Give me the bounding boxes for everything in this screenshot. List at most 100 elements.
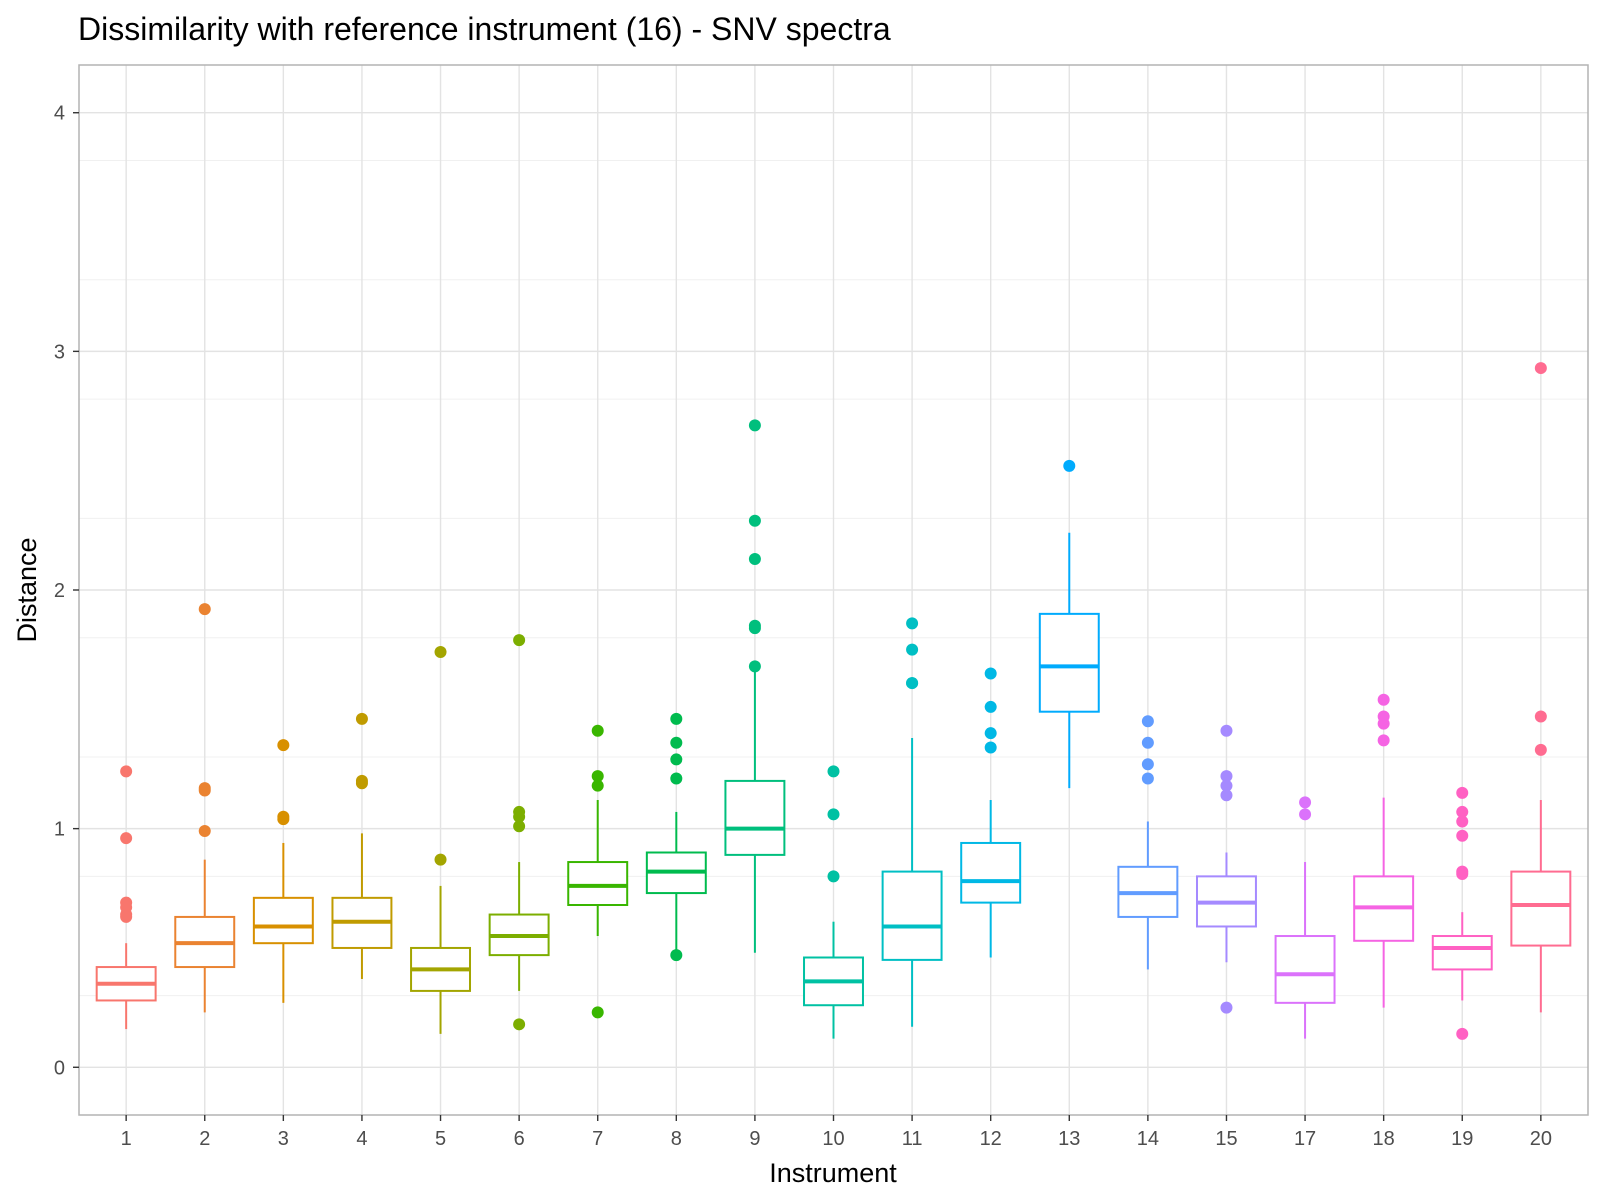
box-instrument-10 xyxy=(803,765,864,1039)
outlier-point xyxy=(1456,867,1469,880)
outlier-point xyxy=(355,712,368,725)
y-axis-ticks: 0 1 2 3 4 xyxy=(54,103,79,1079)
outlier-point xyxy=(1534,743,1547,756)
iqr-box xyxy=(960,841,1022,904)
x-tick-label: 19 xyxy=(1451,1128,1473,1150)
outlier-point xyxy=(277,813,290,826)
iqr-box xyxy=(1431,935,1493,971)
outlier-point xyxy=(670,772,683,785)
y-tick-label: 1 xyxy=(54,819,65,841)
outlier-point xyxy=(906,643,919,656)
x-tick-label: 3 xyxy=(278,1128,289,1150)
box-instrument-1 xyxy=(95,765,157,1030)
x-tick-label: 18 xyxy=(1373,1128,1395,1150)
outlier-point xyxy=(670,949,683,962)
outlier-point xyxy=(827,870,840,883)
box-instrument-20 xyxy=(1510,362,1572,1013)
outlier-point xyxy=(1377,693,1390,706)
outlier-point xyxy=(1220,789,1233,802)
outlier-point xyxy=(906,677,919,690)
outlier-point xyxy=(1534,362,1547,375)
y-tick-label: 0 xyxy=(54,1057,65,1079)
outlier-point xyxy=(1456,829,1469,842)
outlier-point xyxy=(1534,710,1547,723)
outlier-point xyxy=(1220,724,1233,737)
box-instrument-7 xyxy=(567,724,629,1019)
outlier-point xyxy=(1456,815,1469,828)
box-instrument-2 xyxy=(174,603,236,1013)
outlier-point xyxy=(984,741,997,754)
outlier-point xyxy=(1377,734,1390,747)
x-tick-label: 11 xyxy=(902,1128,923,1150)
box-instrument-11 xyxy=(881,617,943,1027)
x-axis-title: Instrument xyxy=(769,1158,897,1188)
x-tick-label: 8 xyxy=(671,1128,682,1150)
x-tick-label: 13 xyxy=(1058,1128,1080,1150)
outlier-point xyxy=(748,419,761,432)
x-axis-ticks: 1 2 3 4 5 6 7 8 9 10 11 12 13 14 15 17 18 19 20 xyxy=(121,1115,1552,1150)
outlier-point xyxy=(198,825,211,838)
box-instrument-4 xyxy=(331,712,393,979)
outlier-point xyxy=(984,727,997,740)
outlier-point xyxy=(434,853,447,866)
outlier-point xyxy=(120,832,133,845)
outlier-point xyxy=(198,784,211,797)
box-instrument-8 xyxy=(645,712,707,962)
x-tick-label: 14 xyxy=(1137,1128,1159,1150)
box-instrument-5 xyxy=(410,646,472,1034)
outlier-point xyxy=(1141,772,1154,785)
outlier-point xyxy=(1063,459,1076,472)
outlier-point xyxy=(1220,779,1233,792)
outlier-point xyxy=(277,739,290,752)
x-tick-label: 17 xyxy=(1294,1128,1316,1150)
x-tick-label: 12 xyxy=(980,1128,1002,1150)
outlier-point xyxy=(906,617,919,630)
outlier-point xyxy=(748,552,761,565)
x-tick-label: 5 xyxy=(435,1128,446,1150)
x-tick-label: 9 xyxy=(749,1128,760,1150)
outlier-point xyxy=(748,514,761,527)
outlier-point xyxy=(591,770,604,783)
iqr-box xyxy=(1274,935,1336,1004)
box-instrument-3 xyxy=(252,739,314,1003)
outlier-point xyxy=(198,603,211,616)
outlier-point xyxy=(1299,796,1312,809)
outlier-point xyxy=(120,765,133,778)
x-tick-label: 20 xyxy=(1530,1128,1552,1150)
outlier-point xyxy=(827,765,840,778)
outlier-point xyxy=(670,712,683,725)
y-tick-label: 4 xyxy=(54,103,65,125)
outlier-point xyxy=(120,910,133,923)
x-tick-label: 15 xyxy=(1215,1128,1237,1150)
outlier-point xyxy=(1141,736,1154,749)
box-instrument-19 xyxy=(1431,786,1493,1040)
x-tick-label: 7 xyxy=(592,1128,603,1150)
x-tick-label: 10 xyxy=(822,1128,844,1150)
box-instrument-6 xyxy=(488,634,550,1031)
box-instrument-17 xyxy=(1274,796,1336,1039)
box-instrument-14 xyxy=(1117,715,1179,970)
box-instrument-15 xyxy=(1195,724,1257,1014)
x-tick-label: 2 xyxy=(199,1128,210,1150)
iqr-box xyxy=(881,870,943,961)
box-instrument-13 xyxy=(1038,459,1100,789)
outlier-point xyxy=(434,646,447,659)
iqr-box xyxy=(1038,612,1100,713)
x-tick-label: 6 xyxy=(514,1128,525,1150)
outlier-point xyxy=(1141,715,1154,728)
outlier-point xyxy=(748,622,761,635)
outlier-point xyxy=(1456,786,1469,799)
y-tick-label: 2 xyxy=(54,580,65,602)
outlier-point xyxy=(513,634,526,647)
outlier-point xyxy=(591,779,604,792)
outlier-point xyxy=(984,700,997,713)
outlier-point xyxy=(1456,1027,1469,1040)
outlier-point xyxy=(1141,758,1154,771)
chart-title: Dissimilarity with reference instrument … xyxy=(78,11,891,47)
x-tick-label: 4 xyxy=(356,1128,367,1150)
outlier-point xyxy=(591,724,604,737)
plot-boxes xyxy=(95,362,1572,1040)
outlier-point xyxy=(1220,1001,1233,1014)
outlier-point xyxy=(670,753,683,766)
